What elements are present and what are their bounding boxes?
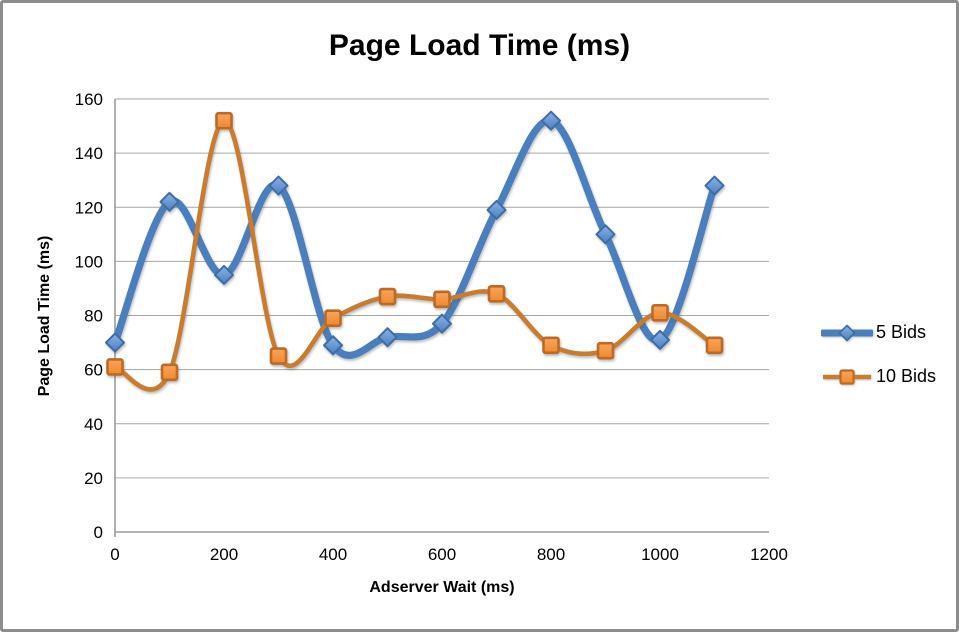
y-axis-title: Page Load Time (ms): [36, 235, 53, 397]
x-tick-label-0: 0: [110, 545, 119, 564]
data-point-10-bids-x800: [542, 336, 560, 355]
chart-title: Page Load Time (ms): [328, 29, 631, 62]
x-tick-label-1000: 1000: [641, 545, 679, 564]
x-tick-label-600: 600: [428, 545, 456, 564]
legend-marker-10-bids-icon: [823, 368, 871, 385]
y-tick-label-160: 160: [75, 90, 103, 109]
data-point-10-bids-x600: [433, 290, 451, 309]
series-10-bids: [106, 111, 724, 392]
y-tick-label-140: 140: [75, 144, 103, 163]
data-point-5-bids-x800: [541, 110, 561, 131]
data-point-5-bids-x700: [486, 199, 507, 220]
axes-layer: [114, 99, 769, 537]
data-point-5-bids-x100: [159, 191, 180, 212]
data-point-10-bids-x200: [215, 111, 233, 130]
legend-item-5-bids: 5 Bids: [821, 322, 936, 343]
data-point-10-bids-x500: [378, 287, 397, 306]
data-point-5-bids-x200: [214, 264, 234, 285]
data-point-10-bids-x1000: [651, 303, 669, 322]
data-point-10-bids-x0: [106, 358, 124, 376]
y-tick-label-80: 80: [84, 307, 103, 326]
series-5-bids: [105, 110, 725, 359]
data-point-10-bids-x300: [269, 347, 288, 365]
y-tick-label-0: 0: [94, 523, 103, 542]
y-tick-label-60: 60: [84, 361, 103, 380]
tick-labels-layer: 0 20 40 60 80 100 120 140 160 0 200 400 600 800 1000 12…: [75, 90, 788, 564]
x-tick-label-800: 800: [537, 545, 565, 564]
x-tick-label-200: 200: [210, 545, 238, 564]
data-point-5-bids-x600: [432, 313, 452, 334]
x-tick-label-1200: 1200: [750, 545, 788, 564]
data-point-10-bids-x900: [596, 341, 615, 360]
y-tick-label-120: 120: [75, 198, 103, 217]
data-point-5-bids-x300: [268, 175, 289, 196]
series-5-bids-line: [111, 117, 719, 359]
y-tick-label-40: 40: [84, 415, 103, 434]
chart-canvas: 0 20 40 60 80 100 120 140 160 0 200 400 600 800 1000 12…: [75, 90, 788, 564]
data-point-10-bids-x700: [487, 285, 506, 303]
y-tick-label-20: 20: [84, 469, 103, 488]
legend-label-10-bids: 10 Bids: [876, 366, 937, 386]
legend: 5 Bids 10 Bids: [821, 322, 936, 387]
data-point-10-bids-x1100: [705, 336, 724, 355]
series-layer: [105, 110, 725, 392]
data-point-5-bids-x0: [105, 332, 125, 353]
legend-marker-5-bids-icon: [821, 324, 873, 341]
x-tick-label-400: 400: [319, 545, 347, 564]
data-point-5-bids-x1000: [650, 329, 670, 350]
legend-item-10-bids: 10 Bids: [821, 366, 936, 387]
data-point-10-bids-x100: [160, 363, 179, 382]
data-point-5-bids-x500: [377, 327, 398, 348]
y-tick-label-100: 100: [75, 252, 103, 271]
data-point-10-bids-x400: [324, 309, 342, 328]
legend-label-5-bids: 5 Bids: [876, 322, 927, 342]
data-point-5-bids-x900: [595, 224, 616, 245]
x-axis-title: Adserver Wait (ms): [369, 579, 515, 596]
data-point-5-bids-x400: [323, 335, 343, 356]
gridlines-layer: [115, 98, 769, 479]
data-point-5-bids-x1100: [704, 175, 725, 196]
